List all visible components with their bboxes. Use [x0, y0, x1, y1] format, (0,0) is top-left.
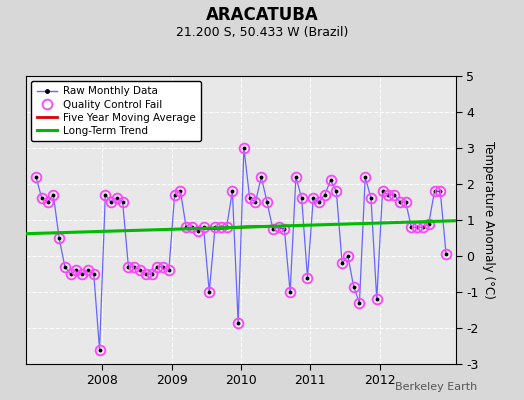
Text: Berkeley Earth: Berkeley Earth	[395, 382, 477, 392]
Text: 21.200 S, 50.433 W (Brazil): 21.200 S, 50.433 W (Brazil)	[176, 26, 348, 39]
Y-axis label: Temperature Anomaly (°C): Temperature Anomaly (°C)	[482, 141, 495, 299]
Legend: Raw Monthly Data, Quality Control Fail, Five Year Moving Average, Long-Term Tren: Raw Monthly Data, Quality Control Fail, …	[31, 81, 201, 141]
Text: ARACATUBA: ARACATUBA	[205, 6, 319, 24]
